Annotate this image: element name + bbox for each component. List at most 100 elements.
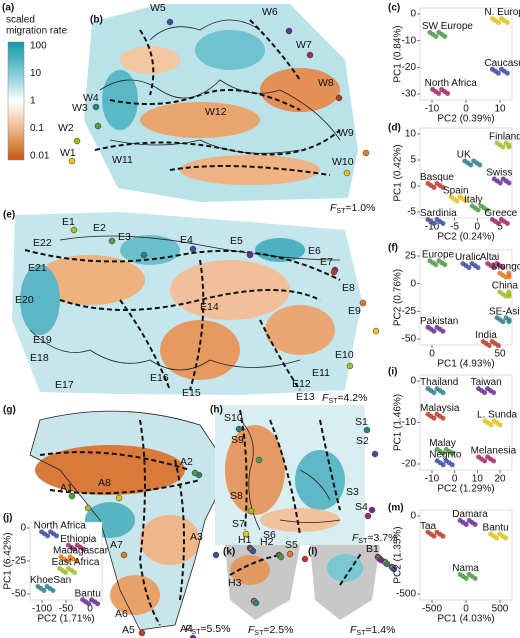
y-axis-label: PC1 (6.42%)	[3, 532, 14, 589]
barrier-label: A2	[180, 456, 193, 468]
y-tick-label: 10	[405, 129, 417, 140]
group-label: Melanesia	[471, 446, 517, 457]
x-axis-label: PC2 (1.29%)	[437, 484, 494, 495]
y-axis-label: PC2 (0.76%)	[393, 269, 404, 326]
group-label: Malaysia	[420, 403, 460, 414]
pca-dot	[431, 390, 437, 396]
sample-dot	[330, 268, 338, 276]
group-label: Spain	[443, 186, 469, 197]
barrier-label: S6	[263, 529, 276, 541]
barrier-label: W1	[60, 147, 76, 159]
barrier-label: E2	[93, 222, 106, 234]
sample-dot	[306, 51, 314, 59]
pca-dot	[440, 185, 446, 190]
barrier-label: S4	[355, 501, 368, 513]
y-axis-label: PC1 (1.46%)	[393, 394, 404, 451]
barrier-label: W12	[205, 106, 227, 118]
group-label: Taa	[420, 521, 437, 532]
barrier-label: E15	[182, 387, 201, 399]
pca-dot	[440, 390, 446, 396]
fst-subscript: ST	[254, 630, 264, 637]
group-label: Uralic	[455, 252, 481, 263]
group-label: Madagascar	[53, 546, 109, 557]
y-tick-label: 25	[405, 251, 417, 262]
sample-dot	[363, 426, 371, 434]
pca-dot	[440, 462, 446, 468]
group-label: N. Europe	[484, 7, 520, 18]
sample-dot	[372, 327, 380, 335]
y-tick-label: -20	[402, 459, 417, 470]
x-tick-label: -100	[32, 604, 52, 615]
x-tick-label: 500	[492, 604, 509, 615]
group-label: Ethiopia	[60, 534, 97, 545]
fst-label: FST=4.2%	[322, 392, 367, 405]
x-tick-label: 0	[463, 104, 469, 115]
pca-dot	[506, 319, 512, 325]
sample-dot	[92, 103, 100, 111]
sample-dot	[68, 157, 76, 165]
sample-dot	[252, 599, 260, 607]
panel-letter: (e)	[3, 210, 15, 221]
pca-dot	[431, 328, 437, 334]
fst-subscript: ST	[328, 398, 338, 405]
pca-dot	[504, 221, 510, 226]
group-label: Finland	[489, 132, 520, 143]
pca-dot	[73, 558, 79, 564]
legend-tick: 100	[30, 41, 47, 52]
legend-tick: 0.01	[30, 151, 50, 162]
sample-dot	[255, 456, 263, 464]
group-label: Malay	[429, 438, 456, 449]
sample-dot	[277, 553, 285, 561]
pca-dot	[484, 207, 490, 213]
pca-dot	[475, 265, 481, 271]
sample-dot	[70, 226, 78, 234]
pca-dot	[63, 570, 69, 576]
pca-dot	[506, 274, 512, 280]
pca-dot	[440, 328, 446, 334]
pca-dot	[495, 70, 501, 76]
group-label: East Africa	[52, 557, 100, 568]
sample-dot	[94, 122, 102, 130]
pca-dot	[64, 558, 70, 564]
pca-dot	[463, 198, 469, 204]
group-label: India	[475, 330, 497, 341]
group-label: North Africa	[34, 521, 87, 532]
fst-subscript: ST	[358, 538, 368, 545]
sample-dot	[286, 550, 294, 558]
y-axis-label: PC2 (1.35%)	[393, 526, 404, 583]
sample-dot	[212, 551, 220, 559]
fst-symbol: F	[330, 202, 337, 214]
x-axis-label: PC2 (1.71%)	[37, 614, 94, 625]
fst-subscript: ST	[336, 208, 346, 215]
legend-title: scaled	[6, 15, 35, 26]
fst-subscript: ST	[356, 630, 366, 637]
barrier-label: E21	[28, 262, 47, 274]
group-label: KhoeSan	[30, 575, 71, 586]
panel-letter: (j)	[3, 513, 12, 524]
sample-dot	[377, 556, 385, 564]
pca-dot	[45, 533, 51, 539]
sample-dot	[68, 492, 76, 500]
barrier-label: B1	[366, 543, 379, 555]
barrier-label: A3	[190, 531, 203, 543]
sample-dot	[108, 237, 116, 245]
barrier-label: W7	[296, 39, 312, 51]
pca-dot	[80, 546, 86, 552]
barrier-label: E11	[312, 367, 330, 379]
y-tick-label: -20	[402, 62, 417, 73]
sample-dot	[362, 149, 370, 157]
y-tick-label: 0	[410, 278, 416, 289]
pca-dot	[41, 588, 47, 593]
panel-letter: (a)	[2, 3, 14, 14]
x-tick-label: 0	[87, 604, 93, 615]
legend-tick: 1	[30, 96, 36, 107]
barrier-label: E19	[33, 334, 52, 346]
x-tick-label: 0	[463, 604, 469, 615]
x-tick-label: -50	[59, 604, 74, 615]
panel-letter: (d)	[388, 123, 401, 134]
fst-value: =2.5%	[263, 624, 293, 636]
sample-dot	[247, 507, 255, 515]
legend-title: migration rate	[6, 26, 68, 37]
barrier-label: E16	[150, 372, 169, 384]
pca-dot	[86, 601, 92, 607]
